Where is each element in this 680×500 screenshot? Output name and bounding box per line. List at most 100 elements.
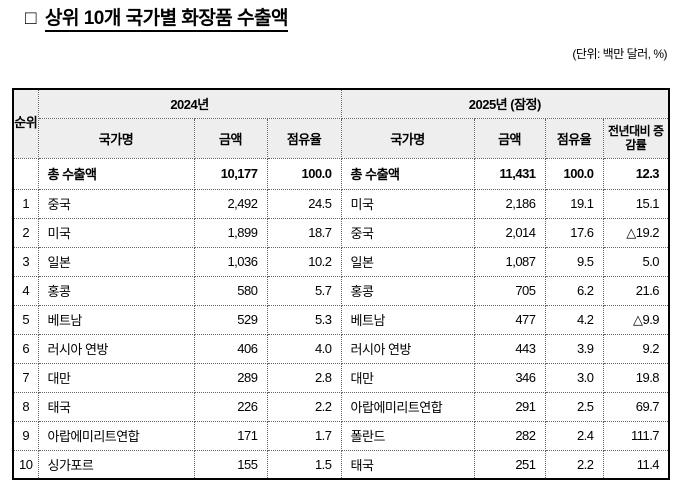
cell-share-2024: 18.7 [266,217,342,248]
cell-amount-2024: 406 [193,333,268,364]
cell-country-2025: 홍콩 [340,275,475,306]
table-row: 5 베트남 529 5.3 베트남 477 4.2 △9.9 [12,304,670,335]
cell-share-2025: 17.6 [544,217,604,248]
cell-country-2025: 미국 [340,188,475,219]
cell-country-2024: 베트남 [37,304,195,335]
cell-country-2024: 미국 [37,217,195,248]
cell-share-2025: 3.9 [544,333,604,364]
cell-share-2025: 3.0 [544,362,604,393]
header-year-2024: 2024년 [37,88,342,119]
cell-rank: 3 [12,246,39,277]
cell-amount-2024: 226 [193,391,268,422]
header-row-years: 순위 2024년 2025년 (잠정) [12,88,670,159]
cell-share-2025: 4.2 [544,304,604,335]
cell-share-2024: 2.2 [266,391,342,422]
unit-note: (단위: 백만 달러, %) [572,47,667,61]
cell-share-2025: 9.5 [544,246,604,277]
cell-share-2025: 2.5 [544,391,604,422]
cell-amount-2024: 580 [193,275,268,306]
cell-share-2024: 5.7 [266,275,342,306]
cell-total-share-2024: 100.0 [266,157,342,190]
cell-amount-2024: 529 [193,304,268,335]
cell-share-2024: 24.5 [266,188,342,219]
cell-share-2025: 2.2 [544,449,604,480]
cell-rank: 9 [12,420,39,451]
cell-amount-2025: 705 [473,275,546,306]
cell-rank [12,157,39,190]
cell-country-2025: 폴란드 [340,420,475,451]
table-row: 9 아랍에미리트연합 171 1.7 폴란드 282 2.4 111.7 [12,420,670,451]
cell-amount-2025: 1,087 [473,246,546,277]
cell-share-2024: 10.2 [266,246,342,277]
cell-amount-2025: 251 [473,449,546,480]
cell-rank: 4 [12,275,39,306]
cell-country-2024: 일본 [37,246,195,277]
cell-share-2024: 1.7 [266,420,342,451]
cell-yoy-2025: 15.1 [602,188,670,219]
cell-rank: 2 [12,217,39,248]
cell-rank: 6 [12,333,39,364]
header-rank: 순위 [12,88,39,159]
cell-yoy-2025: 21.6 [602,275,670,306]
header-share-2024: 점유율 [266,117,342,159]
cell-share-2024: 5.3 [266,304,342,335]
cell-share-2024: 4.0 [266,333,342,364]
cell-amount-2025: 2,186 [473,188,546,219]
cell-amount-2024: 289 [193,362,268,393]
table-row: 3 일본 1,036 10.2 일본 1,087 9.5 5.0 [12,246,670,277]
table-row: 10 싱가포르 155 1.5 태국 251 2.2 11.4 [12,449,670,480]
cell-yoy-2025: 9.2 [602,333,670,364]
cell-share-2024: 1.5 [266,449,342,480]
cell-country-2025: 대만 [340,362,475,393]
header-year-2025: 2025년 (잠정) [340,88,670,119]
page-title-text: 상위 10개 국가별 화장품 수출액 [44,8,289,32]
header-row-columns: 국가명 금액 점유율 국가명 금액 점유율 전년대비 증감률 [13,117,670,159]
table-row: 8 태국 226 2.2 아랍에미리트연합 291 2.5 69.7 [12,391,670,422]
cell-share-2025: 2.4 [544,420,604,451]
cell-rank: 8 [12,391,39,422]
cell-country-2024: 태국 [37,391,195,422]
cell-rank: 1 [12,188,39,219]
cell-yoy-2025: 111.7 [602,420,670,451]
header-yoy-2025: 전년대비 증감률 [602,117,670,159]
cell-rank: 7 [12,362,39,393]
cell-amount-2025: 2,014 [473,217,546,248]
table-row: 6 러시아 연방 406 4.0 러시아 연방 443 3.9 9.2 [12,333,670,364]
page-title: □ 상위 10개 국가별 화장품 수출액 [25,3,289,32]
cell-amount-2024: 2,492 [193,188,268,219]
cell-country-2024: 중국 [37,188,195,219]
cell-total-label-2024: 총 수출액 [37,157,195,190]
cell-amount-2024: 1,899 [193,217,268,248]
total-row: 총 수출액 10,177 100.0 총 수출액 11,431 100.0 12… [12,157,670,190]
cell-amount-2024: 155 [193,449,268,480]
cell-country-2025: 일본 [340,246,475,277]
header-country-2025: 국가명 [340,117,475,159]
cell-yoy-2025: 5.0 [602,246,670,277]
header-country-2024: 국가명 [37,117,195,159]
cell-yoy-2025: 19.8 [602,362,670,393]
table-row: 4 홍콩 580 5.7 홍콩 705 6.2 21.6 [12,275,670,306]
cell-share-2025: 6.2 [544,275,604,306]
cell-yoy-2025: 11.4 [602,449,670,480]
cell-country-2024: 홍콩 [37,275,195,306]
table-row: 7 대만 289 2.8 대만 346 3.0 19.8 [12,362,670,393]
cell-amount-2025: 346 [473,362,546,393]
cell-country-2024: 대만 [37,362,195,393]
cell-amount-2025: 291 [473,391,546,422]
cell-total-label-2025: 총 수출액 [340,157,475,190]
cell-total-amount-2025: 11,431 [473,157,546,190]
cell-amount-2025: 282 [473,420,546,451]
cell-amount-2025: 443 [473,333,546,364]
cell-rank: 5 [12,304,39,335]
cell-yoy-2025: △9.9 [602,304,670,335]
cell-country-2024: 아랍에미리트연합 [37,420,195,451]
cell-yoy-2025: 69.7 [602,391,670,422]
cell-amount-2025: 477 [473,304,546,335]
cell-country-2024: 러시아 연방 [37,333,195,364]
cell-share-2024: 2.8 [266,362,342,393]
header-amount-2024: 금액 [193,117,268,159]
cell-country-2025: 러시아 연방 [340,333,475,364]
cell-share-2025: 19.1 [544,188,604,219]
cell-amount-2024: 171 [193,420,268,451]
cell-yoy-2025: △19.2 [602,217,670,248]
